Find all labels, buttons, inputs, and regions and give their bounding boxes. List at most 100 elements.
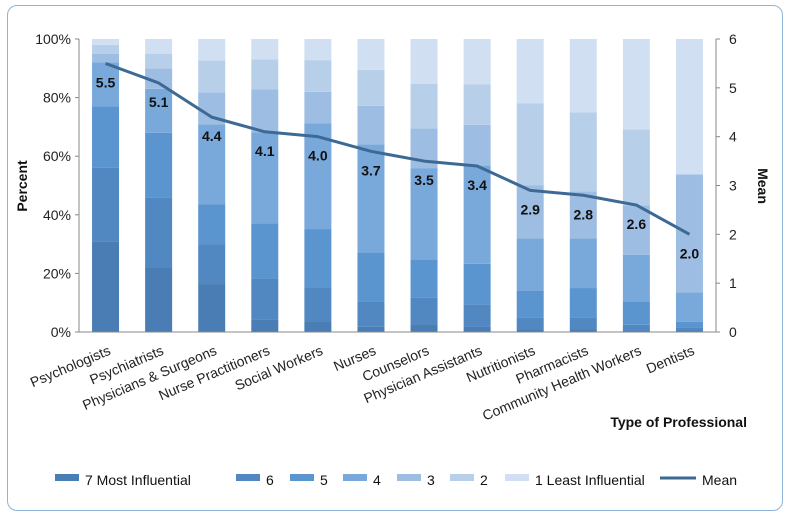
y-axis-title: Percent	[14, 160, 30, 212]
bar-segment	[569, 238, 597, 289]
bar-segment	[251, 278, 279, 320]
y-tick-label: 40%	[43, 207, 71, 223]
bar-segment	[622, 324, 650, 331]
legend-label: 7 Most Influential	[85, 472, 191, 488]
bar-segment	[516, 317, 544, 330]
y-tick-label: 80%	[43, 90, 71, 106]
bar-segment	[357, 326, 385, 332]
bar-segment	[463, 304, 491, 327]
bar-segment	[357, 69, 385, 106]
legend-label: 3	[427, 472, 435, 488]
bar-segment	[304, 60, 332, 92]
legend-swatch	[450, 474, 474, 481]
bar-segment	[516, 39, 544, 104]
bar-segment	[198, 124, 226, 205]
y-tick-label: 100%	[35, 31, 71, 47]
bar-segment	[145, 197, 173, 268]
y2-tick-label: 6	[729, 31, 737, 47]
mean-labels: 5.5 5.1 4.4 4.1 4.0 3.7 3.5 3.4 2.9 2.8 2.6 2.0	[96, 74, 700, 261]
mean-data-label: 2.6	[627, 216, 647, 232]
bar-segment	[304, 39, 332, 61]
mean-data-label: 2.9	[520, 201, 540, 217]
y2-tick-label: 5	[729, 80, 737, 96]
bar-segment	[198, 39, 226, 61]
legend-label: 2	[480, 472, 488, 488]
bar-segment	[251, 89, 279, 133]
bar-segment	[675, 321, 703, 328]
bar-segment	[675, 330, 703, 332]
chart-frame	[7, 5, 783, 511]
bar-segment	[145, 39, 173, 54]
legend-label: 4	[373, 472, 381, 488]
bar-segment	[622, 205, 650, 255]
y2-tick-label: 2	[729, 226, 737, 242]
bar-segment	[463, 124, 491, 166]
mean-line	[105, 62, 691, 236]
bar-segment	[463, 39, 491, 85]
bar-segment	[463, 165, 491, 264]
bar-segment	[145, 53, 173, 69]
bar-segment	[463, 263, 491, 305]
bar-segment	[357, 39, 385, 70]
bar-segment	[622, 129, 650, 206]
bar-segment	[92, 241, 120, 332]
left-y-axis: 0% 20% 40% 60% 80% 100%	[35, 31, 716, 340]
bar-segment	[251, 59, 279, 90]
legend-label: Mean	[702, 472, 737, 488]
bar-segment	[569, 191, 597, 239]
bar-segment	[675, 39, 703, 175]
mean-data-label: 4.4	[202, 128, 222, 144]
y2-tick-label: 0	[729, 324, 737, 340]
bar-segment	[516, 103, 544, 186]
bar-segment	[145, 267, 173, 332]
bar-segment	[569, 329, 597, 332]
bar-segment	[410, 83, 438, 129]
bar-segment	[92, 62, 120, 107]
bar-segment	[410, 39, 438, 84]
legend-label: 1 Least Influential	[535, 472, 645, 488]
bar-segment	[410, 168, 438, 260]
bar-segment	[198, 284, 226, 332]
bar-segment	[622, 254, 650, 302]
bar-segment	[675, 327, 703, 331]
bar-segment	[410, 297, 438, 325]
bar-segment	[304, 321, 332, 332]
y2-tick-label: 1	[729, 275, 737, 291]
x-tick-label: Dentists	[644, 342, 697, 376]
bar-segment	[569, 317, 597, 330]
bar-segment	[198, 60, 226, 93]
bar-segment	[198, 204, 226, 245]
bar-stacks	[92, 39, 703, 332]
mean-data-label: 4.1	[255, 143, 275, 159]
bar-segment	[622, 301, 650, 325]
bar-segment	[516, 290, 544, 318]
bar-segment	[357, 105, 385, 145]
legend-swatch	[505, 474, 529, 481]
mean-data-label: 4.0	[308, 148, 328, 164]
bar-segment	[569, 112, 597, 192]
bar-segment	[145, 88, 173, 133]
bar-segment	[92, 106, 120, 168]
mean-data-label: 2.0	[680, 245, 700, 261]
legend-label: 6	[266, 472, 274, 488]
bar-segment	[92, 167, 120, 242]
bar-segment	[569, 288, 597, 318]
bar-segment	[304, 229, 332, 288]
bar-segment	[516, 185, 544, 239]
right-y-axis: 0 1 2 3 4 5 6	[715, 31, 737, 340]
bar-segment	[622, 39, 650, 130]
bar-segment	[145, 132, 173, 198]
bar-segment	[92, 53, 120, 63]
legend-swatch	[236, 474, 260, 481]
legend-swatch	[397, 474, 421, 481]
bar-segment	[251, 132, 279, 224]
bar-segment	[251, 39, 279, 60]
mean-series-line	[105, 62, 691, 236]
bar-segment	[357, 252, 385, 302]
bar-segment	[304, 123, 332, 230]
bar-segment	[251, 223, 279, 279]
bar-segment	[251, 319, 279, 332]
y2-tick-label: 3	[729, 178, 737, 194]
